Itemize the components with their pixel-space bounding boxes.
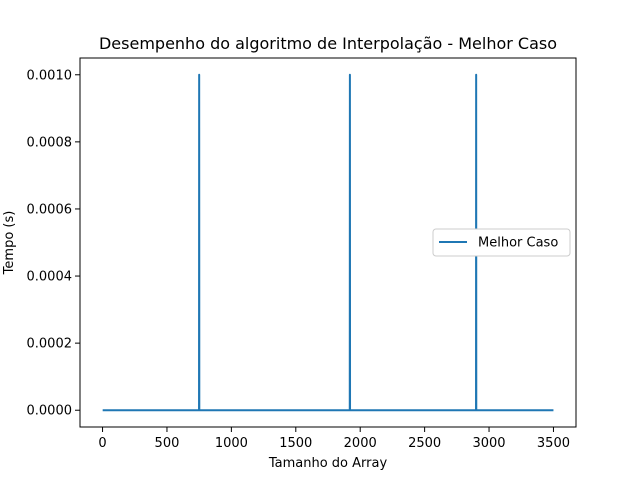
plot-layer [102,73,554,412]
x-tick-label: 1500 [279,436,312,451]
x-axis-label: Tamanho do Array [268,456,388,471]
x-tick-label: 1000 [215,436,248,451]
legend-label: Melhor Caso [478,236,558,251]
x-tick-label: 2500 [408,436,441,451]
x-tick-label: 0 [98,436,106,451]
y-tick-label: 0.0010 [27,68,73,83]
x-tick-label: 3500 [537,436,570,451]
series-line-melhor-caso [102,73,554,412]
x-tick-label: 2000 [344,436,377,451]
y-tick-label: 0.0000 [27,404,73,419]
y-tick-label: 0.0006 [27,202,73,217]
y-axis-label: Tempo (s) [2,211,17,276]
x-axis: 0 500 1000 1500 2000 2500 3000 3500 [98,427,570,451]
legend-box [432,228,571,257]
chart-title: Desempenho do algoritmo de Interpolação … [99,34,557,53]
legend: Melhor Caso [432,228,571,257]
y-tick-label: 0.0008 [27,135,73,150]
x-tick-label: 500 [155,436,180,451]
y-tick-label: 0.0004 [27,270,73,285]
x-tick-label: 3000 [472,436,505,451]
plot-frame [79,57,577,428]
y-tick-label: 0.0002 [27,337,73,352]
y-axis: 0.0000 0.0002 0.0004 0.0006 0.0008 0.0010 [27,68,80,419]
